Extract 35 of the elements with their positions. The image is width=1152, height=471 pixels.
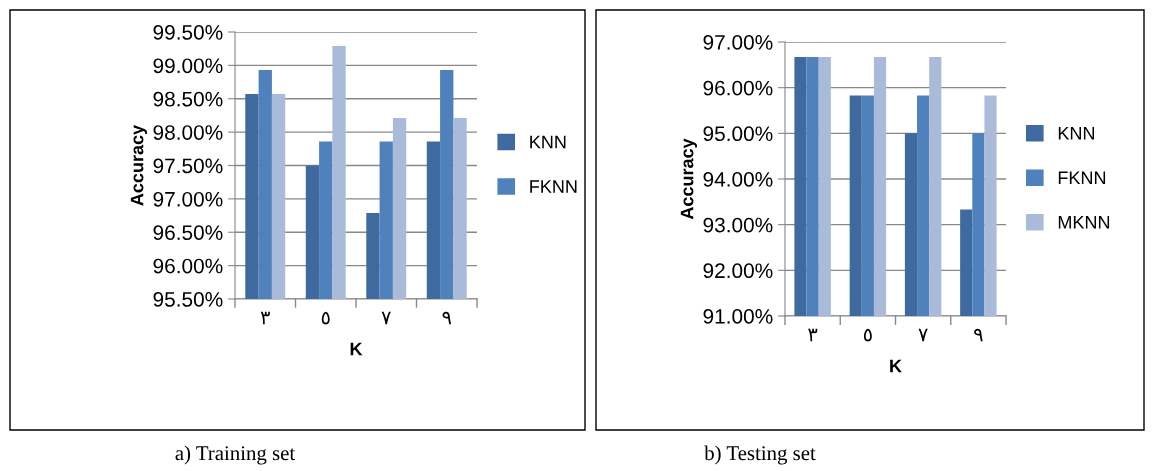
y-axis-title: Accuracy	[130, 124, 147, 206]
legend-label: KNN	[530, 135, 566, 149]
y-tick-label: 97.50%	[153, 158, 223, 174]
legend-label: FKNN	[1058, 171, 1106, 184]
y-tick-label: 96.50%	[153, 225, 223, 240]
text: b) Testing set	[704, 445, 816, 465]
y-tick-label: 93.00%	[703, 217, 773, 233]
y-tick-label: 97.00%	[153, 191, 223, 207]
legend-label: FKNN	[530, 180, 577, 193]
x-axis-title: K	[890, 359, 902, 373]
text: a) Training set	[175, 445, 296, 465]
x-tick-label: ٥	[321, 311, 330, 325]
x-tick-label: ٩	[974, 328, 983, 342]
y-axis-title: Accuracy	[680, 138, 697, 220]
x-axis-title: K	[350, 342, 363, 356]
y-tick-label: 97.00%	[703, 35, 773, 50]
y-tick-label: 96.00%	[703, 80, 773, 96]
y-tick-label: 99.50%	[153, 25, 223, 40]
y-tick-label: 95.00%	[703, 126, 773, 142]
x-tick-label: ٩	[442, 311, 452, 325]
y-tick-label: 95.50%	[153, 292, 223, 307]
x-tick-label: ٧	[381, 311, 391, 325]
x-tick-label: ٣	[808, 328, 818, 342]
x-tick-label: ٧	[918, 328, 928, 342]
y-tick-label: 98.00%	[153, 125, 223, 140]
x-tick-label: ٥	[863, 328, 872, 342]
y-tick-label: 92.00%	[703, 263, 773, 279]
legend-label: MKNN	[1058, 216, 1110, 229]
y-tick-label: 94.00%	[703, 172, 773, 187]
legend-label: KNN	[1058, 127, 1095, 140]
x-tick-label: ٣	[260, 311, 270, 325]
y-tick-label: 98.50%	[153, 91, 223, 107]
y-tick-label: 96.00%	[153, 258, 223, 274]
y-tick-label: 91.00%	[703, 309, 773, 324]
y-tick-label: 99.00%	[153, 58, 223, 74]
